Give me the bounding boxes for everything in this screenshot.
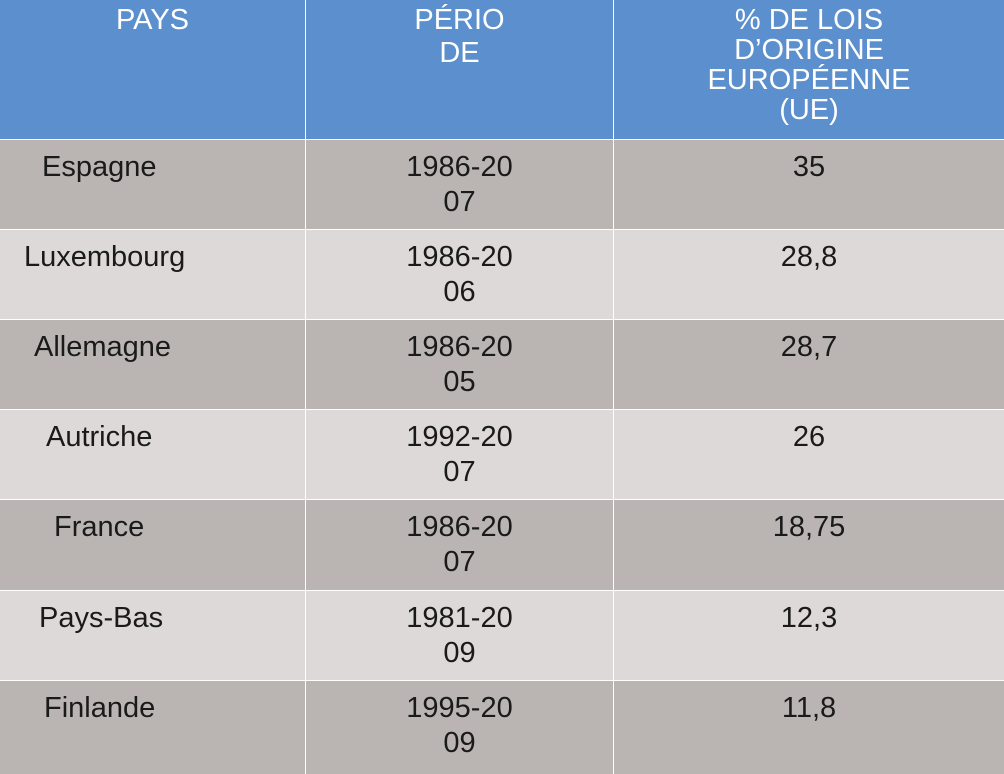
- percent-cell: 18,75: [614, 500, 1004, 590]
- percent-value: 28,7: [780, 331, 838, 363]
- period-line-2: 05: [443, 366, 476, 398]
- percent-value: 28,8: [780, 241, 838, 273]
- percent-value: 26: [792, 421, 826, 453]
- country-cell: Autriche: [0, 410, 305, 499]
- percent-value: 12,3: [780, 602, 838, 634]
- header-period-line-1: PÉRIO: [414, 4, 505, 36]
- percent-cell: 11,8: [614, 681, 1004, 774]
- table-row: Allemagne 1986-20 05 28,7: [0, 320, 1004, 409]
- header-percent-line-4: (UE): [779, 94, 839, 126]
- period-line-1: 1995-20: [406, 692, 513, 724]
- period-line-2: 07: [443, 456, 476, 488]
- period-line-1: 1986-20: [406, 151, 513, 183]
- country-name: Pays-Bas: [39, 602, 164, 634]
- header-percent: % DE LOIS D’ORIGINE EUROPÉENNE (UE): [614, 0, 1004, 139]
- percent-cell: 35: [614, 140, 1004, 229]
- period-cell: 1992-20 07: [306, 410, 613, 499]
- country-cell: Luxembourg: [0, 230, 305, 319]
- country-cell: Pays-Bas: [0, 591, 305, 680]
- period-line-1: 1981-20: [406, 602, 513, 634]
- header-period: PÉRIO DE: [306, 0, 613, 139]
- table-row: France 1986-20 07 18,75: [0, 500, 1004, 590]
- table-row: Pays-Bas 1981-20 09 12,3: [0, 591, 1004, 680]
- period-line-2: 07: [443, 186, 476, 218]
- header-percent-line-2: D’ORIGINE: [734, 34, 884, 66]
- period-line-2: 09: [443, 727, 476, 759]
- country-name: Finlande: [44, 692, 156, 724]
- header-percent-line-1: % DE LOIS: [734, 4, 884, 36]
- table-row: Autriche 1992-20 07 26: [0, 410, 1004, 499]
- table-row: Espagne 1986-20 07 35: [0, 140, 1004, 229]
- period-line-1: 1986-20: [406, 331, 513, 363]
- header-country: PAYS: [0, 0, 305, 139]
- country-cell: Finlande: [0, 681, 305, 774]
- country-cell: Espagne: [0, 140, 305, 229]
- country-name: Luxembourg: [24, 241, 186, 273]
- period-line-2: 06: [443, 276, 476, 308]
- percent-cell: 12,3: [614, 591, 1004, 680]
- header-period-line-2: DE: [439, 37, 480, 69]
- period-line-1: 1992-20: [406, 421, 513, 453]
- period-line-2: 07: [443, 546, 476, 578]
- percent-cell: 28,8: [614, 230, 1004, 319]
- period-cell: 1986-20 05: [306, 320, 613, 409]
- country-name: Autriche: [46, 421, 153, 453]
- percent-value: 35: [792, 151, 826, 183]
- country-name: Allemagne: [34, 331, 172, 363]
- table-row: Luxembourg 1986-20 06 28,8: [0, 230, 1004, 319]
- percent-cell: 28,7: [614, 320, 1004, 409]
- period-cell: 1981-20 09: [306, 591, 613, 680]
- period-line-2: 09: [443, 637, 476, 669]
- period-cell: 1995-20 09: [306, 681, 613, 774]
- period-cell: 1986-20 07: [306, 500, 613, 590]
- percent-value: 11,8: [781, 692, 837, 724]
- header-percent-line-3: EUROPÉENNE: [707, 64, 911, 96]
- country-cell: France: [0, 500, 305, 590]
- country-name: France: [54, 511, 145, 543]
- percent-value: 18,75: [772, 511, 846, 543]
- period-line-1: 1986-20: [406, 241, 513, 273]
- table-header-row: PAYS PÉRIO DE % DE LOIS D’ORIGINE EUROPÉ…: [0, 0, 1004, 139]
- table-row: Finlande 1995-20 09 11,8: [0, 681, 1004, 774]
- period-cell: 1986-20 07: [306, 140, 613, 229]
- period-cell: 1986-20 06: [306, 230, 613, 319]
- percent-cell: 26: [614, 410, 1004, 499]
- country-cell: Allemagne: [0, 320, 305, 409]
- header-country-line-1: PAYS: [115, 4, 190, 36]
- country-name: Espagne: [42, 151, 157, 183]
- period-line-1: 1986-20: [406, 511, 513, 543]
